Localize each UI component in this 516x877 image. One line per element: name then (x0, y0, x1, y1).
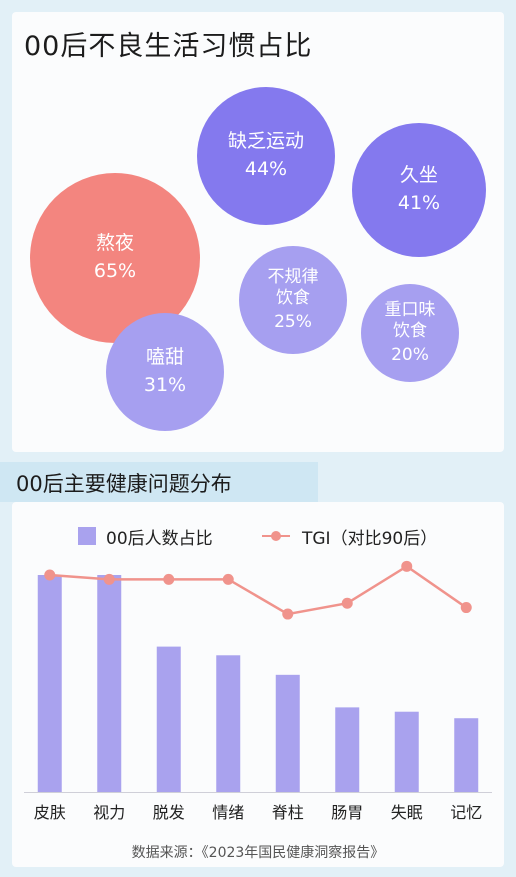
tgi-point-皮肤 (44, 569, 56, 581)
bubble-value: 44% (244, 158, 288, 180)
data-source: 数据来源：《2023年国民健康洞察报告》 (131, 845, 385, 861)
bubble-label: 熬夜 (95, 232, 134, 255)
bubble-value: 41% (397, 192, 441, 214)
x-tick-label: 脊柱 (272, 803, 304, 822)
bubble-label: 久坐 (399, 164, 438, 187)
bar-失眠 (394, 711, 419, 792)
legend-item-bar: 00后人数占比 (78, 524, 213, 549)
tgi-point-失眠 (401, 560, 413, 572)
bubble-value: 65% (93, 260, 137, 282)
bubble-value: 25% (274, 311, 312, 332)
bubble-label: 重口味 饮食 (384, 300, 436, 342)
chart-title: 00后不良生活习惯占比 (24, 31, 313, 62)
tgi-point-脱发 (163, 573, 175, 585)
bar-皮肤 (37, 575, 62, 792)
bubble-heavy-flavor-diet: 重口味 饮食 20% (361, 284, 459, 382)
x-tick-label: 失眠 (391, 803, 423, 822)
bar-情绪 (216, 655, 241, 792)
bubble-lack-of-exercise: 缺乏运动 44% (197, 87, 335, 225)
x-tick-label: 视力 (93, 803, 125, 822)
x-tick-label: 情绪 (212, 803, 244, 822)
x-tick-label: 肠胃 (331, 803, 363, 822)
tgi-point-视力 (103, 573, 115, 585)
bubble-label: 嗑甜 (145, 346, 184, 369)
legend-label-bar: 00后人数占比 (106, 528, 213, 549)
x-tick-label: 记忆 (450, 803, 482, 822)
section2-title: 00后主要健康问题分布 (16, 472, 232, 496)
section2-title-band (0, 462, 318, 502)
legend-line-swatch (262, 527, 290, 545)
bar-脊柱 (275, 674, 300, 792)
tgi-point-脊柱 (282, 608, 294, 620)
tgi-point-记忆 (460, 602, 472, 614)
bubble-label: 不规律 饮食 (267, 267, 319, 309)
bar-视力 (97, 575, 122, 792)
legend-bar-swatch (78, 527, 96, 545)
x-tick-label: 脱发 (153, 803, 185, 822)
bubble-label: 缺乏运动 (227, 130, 304, 153)
tgi-point-肠胃 (341, 597, 353, 609)
tgi-line (49, 564, 467, 616)
bubble-value: 20% (391, 344, 429, 365)
legend-label-line: TGI（对比90后） (302, 528, 438, 549)
tgi-point-情绪 (222, 573, 234, 585)
bar-记忆 (454, 718, 479, 792)
bar-脱发 (156, 646, 181, 792)
x-tick-label: 皮肤 (34, 803, 66, 822)
bubble-value: 31% (143, 374, 187, 396)
bubble-irregular-diet: 不规律 饮食 25% (239, 246, 347, 354)
bubble-sweet-tooth: 嗑甜 31% (106, 313, 224, 431)
bar-肠胃 (335, 707, 360, 792)
bubble-sedentary: 久坐 41% (352, 123, 486, 257)
legend-item-line: TGI（对比90后） (262, 524, 438, 549)
health-issues-panel (12, 502, 504, 867)
